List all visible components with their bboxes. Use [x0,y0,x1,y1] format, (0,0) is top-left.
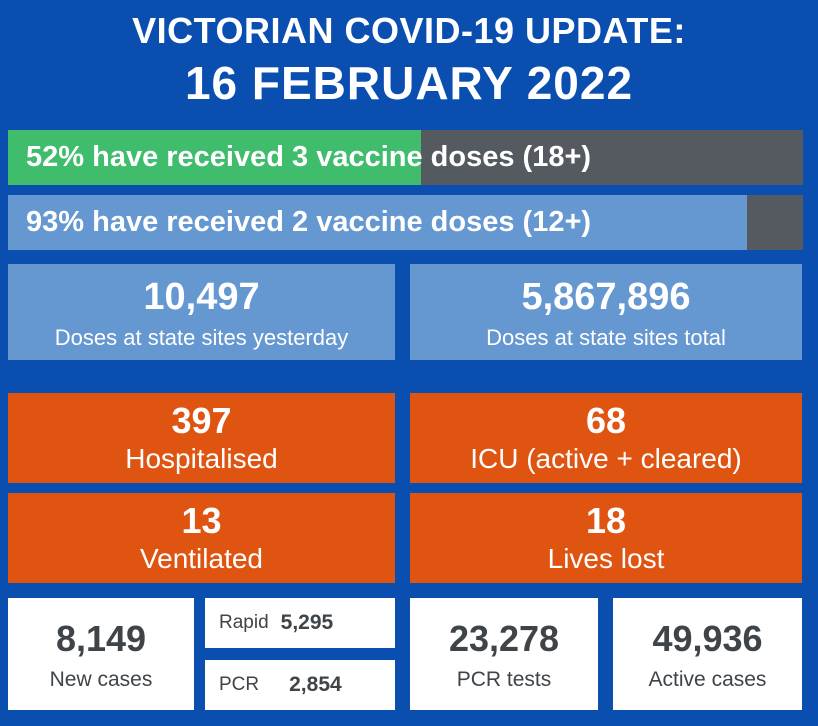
pcr-tests-value: 23,278 [448,618,560,659]
lives-lost-value: 18 [585,500,627,541]
ventilated-label: Ventilated [140,543,263,574]
doses-total-value: 5,867,896 [521,276,691,318]
new-cases-value: 8,149 [55,618,147,659]
rapid-label: Rapid [219,612,269,633]
hospitalised-box: 397 Hospitalised [8,393,395,483]
hospitalised-label: Hospitalised [125,443,278,474]
doses-yesterday-label: Doses at state sites yesterday [54,325,349,350]
three-dose-label: 52% have received 3 vaccine doses (18+) [26,141,592,173]
icu-box: 68 ICU (active + cleared) [410,393,802,483]
three-dose-progress-fill [8,130,422,185]
doses-total-label: Doses at state sites total [486,325,726,350]
pcr-value: 2,854 [289,673,342,696]
title-date: 16 FEBRUARY 2022 [184,57,634,109]
lives-lost-label: Lives lost [547,543,665,574]
pcr-box: PCR 2,854 [205,660,395,710]
rapid-tests-box: Rapid 5,295 [205,598,395,648]
pcr-label: PCR [219,674,260,695]
rapid-value: 5,295 [280,611,334,634]
two-dose-label: 93% have received 2 vaccine doses (12+) [26,206,592,238]
active-cases-label: Active cases [648,668,767,691]
three-dose-progress-bar: 52% have received 3 vaccine doses (18+) [8,130,803,185]
icu-label: ICU (active + cleared) [470,443,742,474]
pcr-tests-label: PCR tests [456,668,552,691]
lives-lost-box: 18 Lives lost [410,493,802,583]
doses-yesterday-value: 10,497 [143,276,260,318]
pcr-tests-box: 23,278 PCR tests [410,598,598,710]
title-line-1: VICTORIAN COVID-19 UPDATE: [132,10,686,51]
icu-value: 68 [585,400,627,441]
hospitalised-value: 397 [171,400,232,441]
active-cases-box: 49,936 Active cases [613,598,802,710]
new-cases-box: 8,149 New cases [8,598,194,710]
ventilated-value: 13 [181,500,222,541]
doses-total-box: 5,867,896 Doses at state sites total [410,264,802,360]
ventilated-box: 13 Ventilated [8,493,395,583]
new-cases-label: New cases [49,668,153,691]
two-dose-progress-bar: 93% have received 2 vaccine doses (12+) [8,195,803,250]
active-cases-value: 49,936 [652,618,763,659]
doses-yesterday-box: 10,497 Doses at state sites yesterday [8,264,395,360]
two-dose-progress-fill [8,195,748,250]
